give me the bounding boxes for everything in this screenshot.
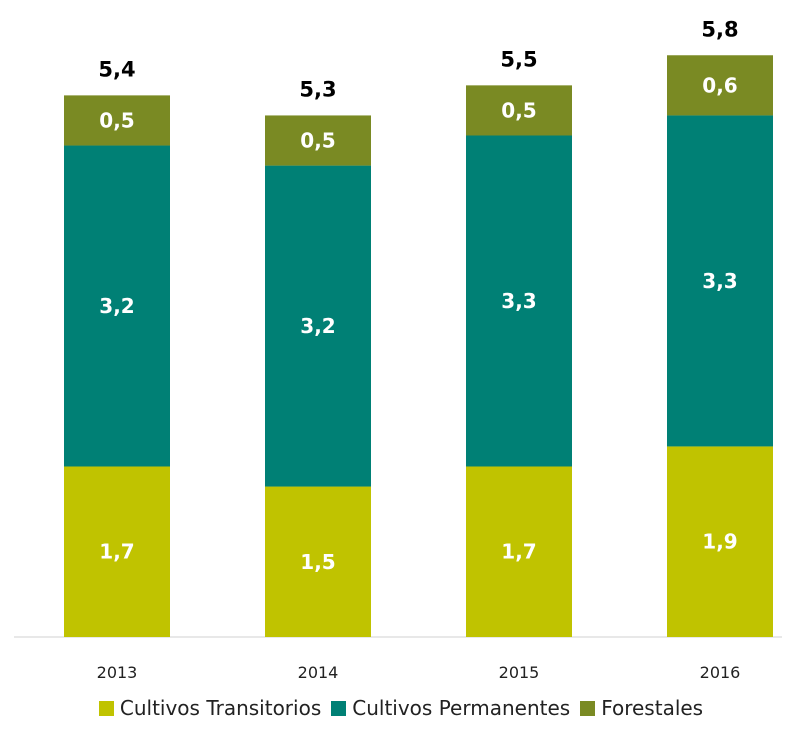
- legend-swatch: [331, 700, 347, 716]
- legend-swatch: [98, 700, 114, 716]
- data-label-cultivos-transitorios-2016: 1,9: [702, 530, 737, 554]
- bar-cultivos-permanentes-2013: [64, 145, 170, 467]
- bar-cultivos-permanentes-2016: [667, 115, 773, 447]
- legend-swatch: [580, 700, 596, 716]
- bar-forestales-2013: [64, 95, 170, 146]
- total-label-2015: 5,5: [500, 47, 537, 71]
- bar-cultivos-transitorios-2015: [466, 466, 572, 637]
- legend-label: Cultivos Permanentes: [352, 696, 571, 720]
- bar-cultivos-transitorios-2014: [265, 486, 371, 637]
- legend-item-forestales: Forestales: [580, 696, 703, 720]
- total-label-2014: 5,3: [299, 77, 336, 101]
- total-label-2016: 5,8: [701, 17, 738, 41]
- data-label-forestales-2014: 0,5: [300, 129, 335, 153]
- bar-cultivos-permanentes-2014: [265, 165, 371, 487]
- bar-forestales-2015: [466, 85, 572, 136]
- legend-item-cultivos-permanentes: Cultivos Permanentes: [331, 696, 570, 720]
- bar-forestales-2014: [265, 115, 371, 166]
- stacked-bar-chart: 1,7 3,2 0,5 5,4 2013 1,5 3,2 0,5 5,3 2014 1,7 3,3 0,…: [14, 17, 782, 682]
- data-label-forestales-2015: 0,5: [501, 98, 536, 122]
- x-tick-label-2016: 2016: [700, 663, 741, 682]
- data-label-forestales-2013: 0,5: [99, 108, 134, 132]
- data-label-cultivos-permanentes-2015: 3,3: [501, 289, 536, 313]
- total-label-2013: 5,4: [98, 57, 135, 81]
- data-label-cultivos-transitorios-2014: 1,5: [300, 550, 335, 574]
- bar-cultivos-transitorios-2016: [667, 446, 773, 637]
- legend-label: Forestales: [601, 696, 704, 720]
- data-label-cultivos-permanentes-2014: 3,2: [300, 314, 335, 338]
- bar-cultivos-transitorios-2013: [64, 466, 170, 637]
- legend-label: Cultivos Transitorios: [119, 696, 322, 720]
- data-label-forestales-2016: 0,6: [702, 73, 737, 97]
- bar-forestales-2016: [667, 55, 773, 116]
- bar-cultivos-permanentes-2015: [466, 135, 572, 467]
- data-label-cultivos-permanentes-2016: 3,3: [702, 269, 737, 293]
- legend: Cultivos Transitorios Cultivos Permanent…: [0, 692, 802, 724]
- data-label-cultivos-transitorios-2013: 1,7: [99, 540, 134, 564]
- x-tick-label-2013: 2013: [97, 663, 138, 682]
- x-tick-label-2015: 2015: [499, 663, 540, 682]
- x-tick-label-2014: 2014: [298, 663, 339, 682]
- data-label-cultivos-transitorios-2015: 1,7: [501, 540, 536, 564]
- legend-item-cultivos-transitorios: Cultivos Transitorios: [98, 696, 322, 720]
- data-label-cultivos-permanentes-2013: 3,2: [99, 294, 134, 318]
